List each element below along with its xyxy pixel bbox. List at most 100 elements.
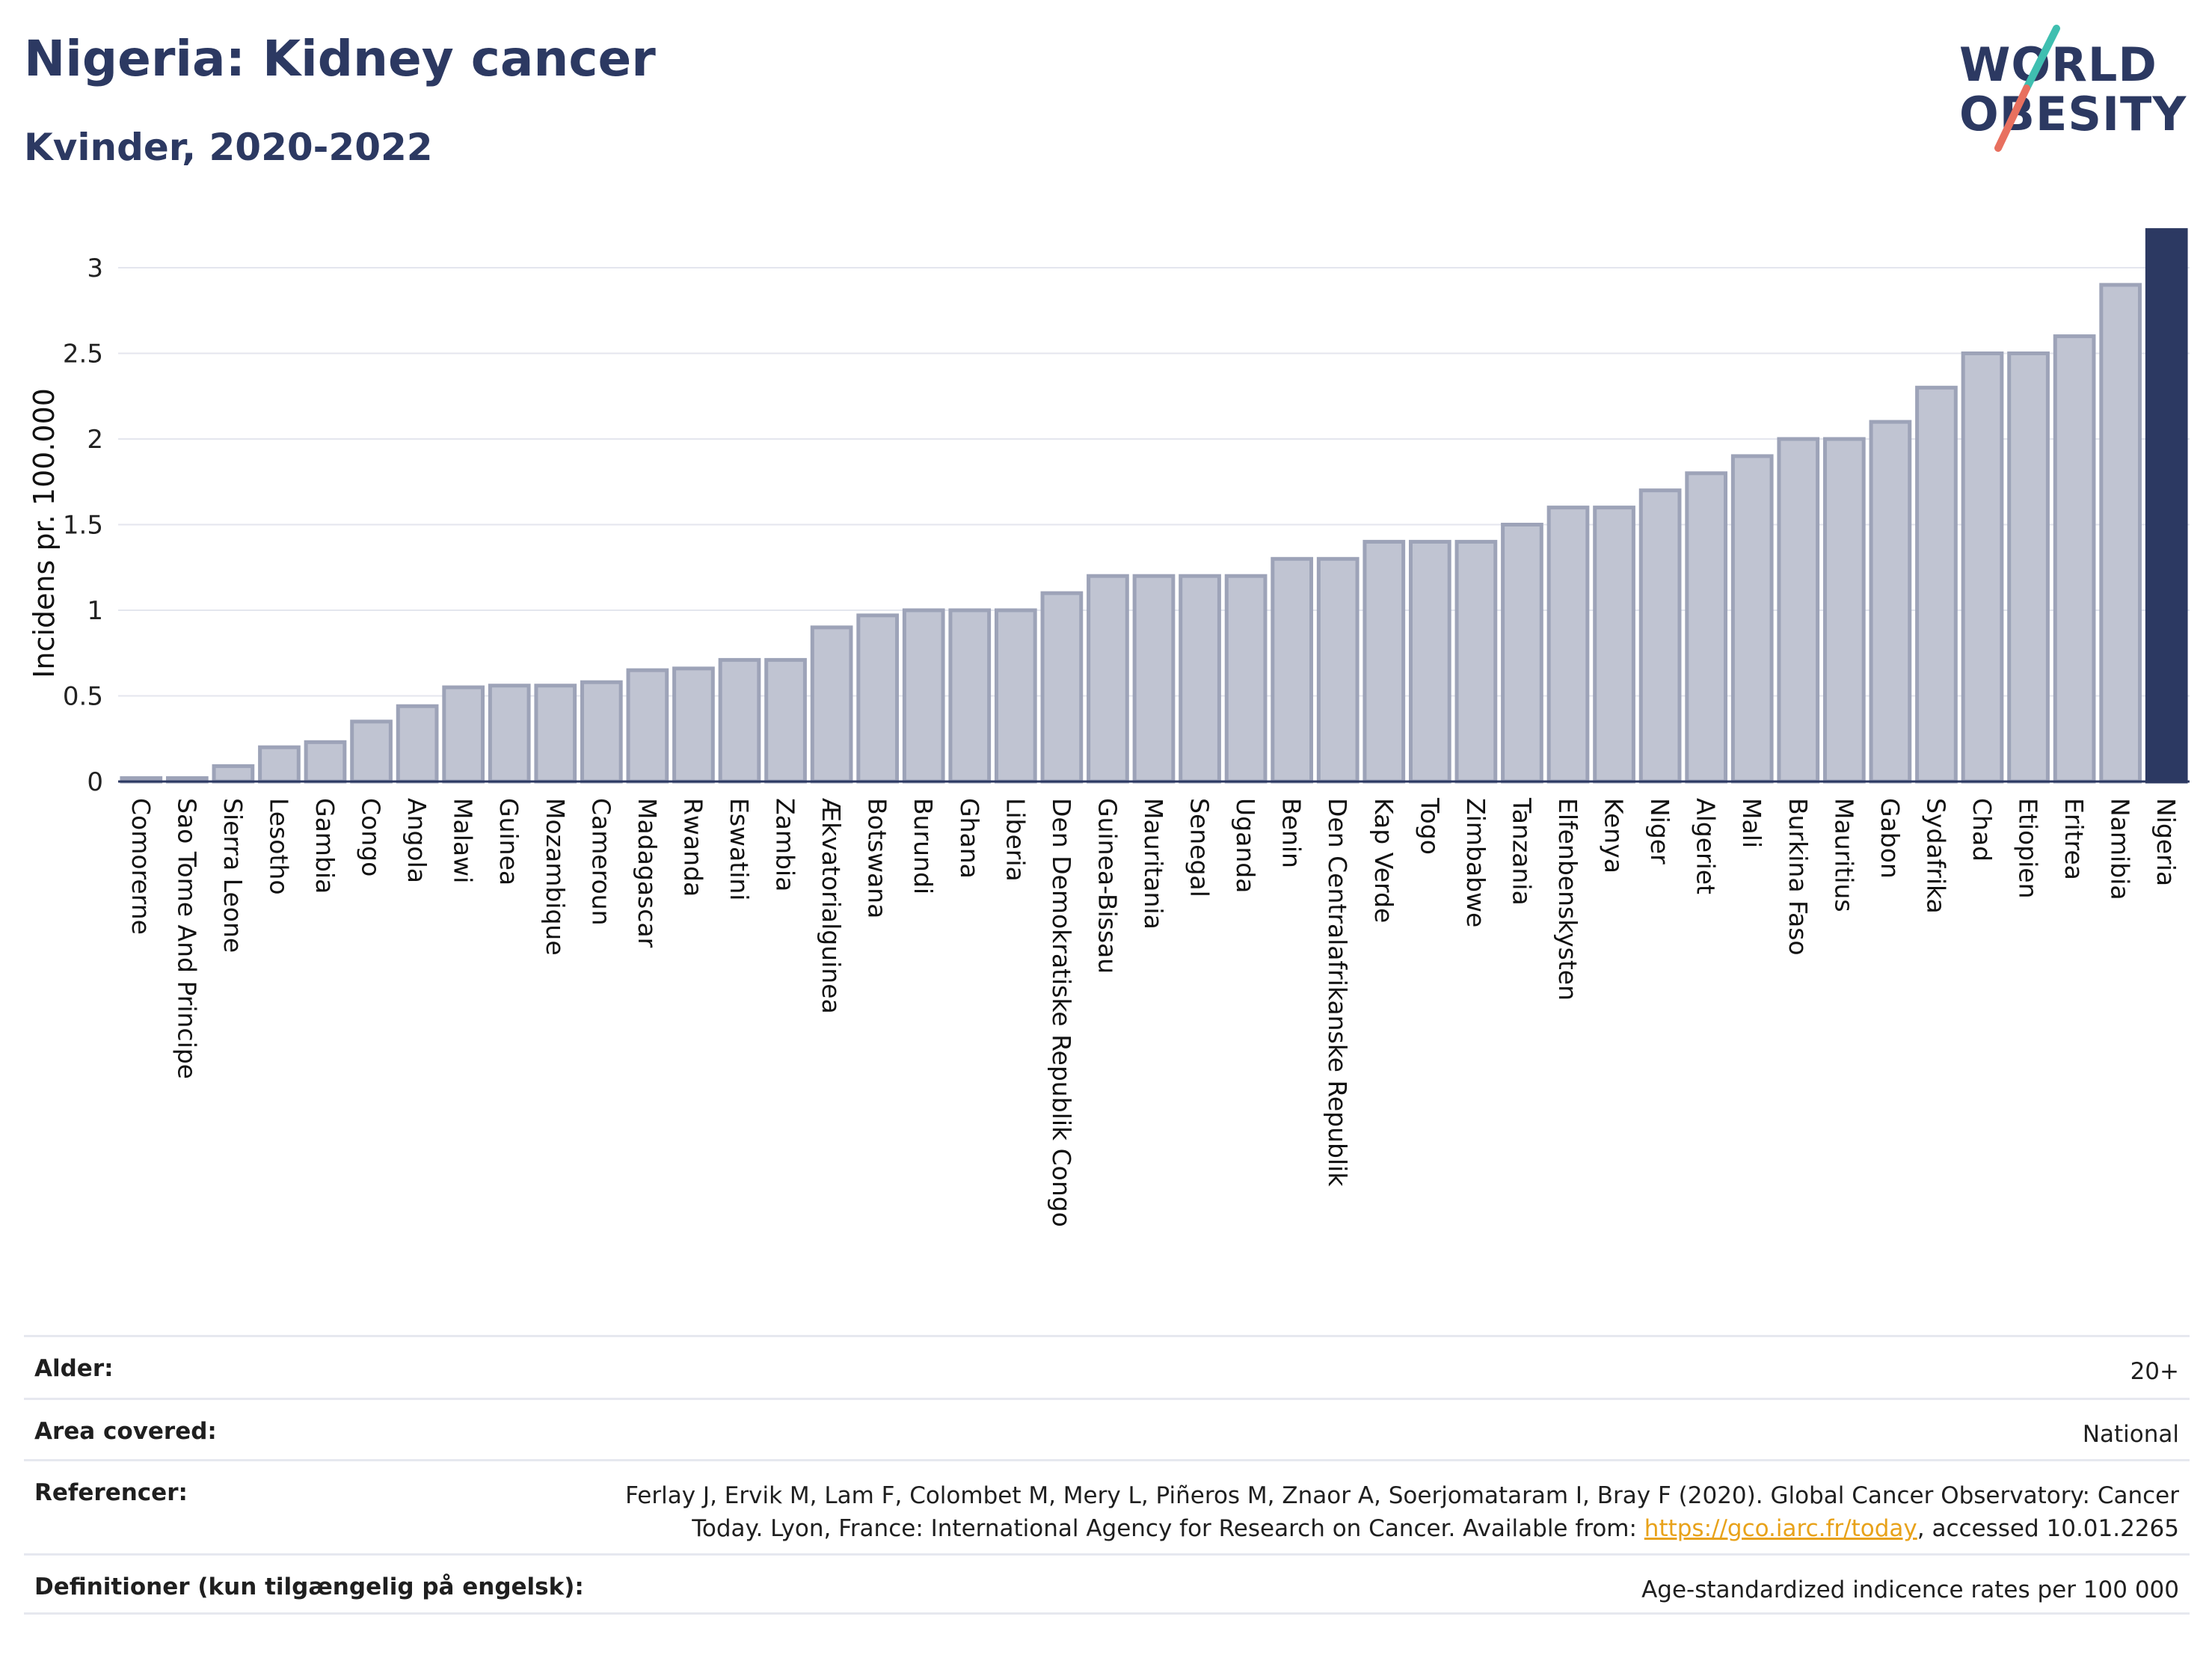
x-tick-label: Senegal: [1185, 798, 1214, 897]
x-tick-label: Gabon: [1875, 798, 1905, 879]
bar: [1501, 523, 1543, 784]
x-tick-label: Ækvatorialguinea: [817, 798, 846, 1014]
bar: [1685, 471, 1728, 784]
reference-line-1: Ferlay J, Ervik M, Lam F, Colombet M, Me…: [625, 1482, 2179, 1509]
meta-label-definitions: Definitioner (kun tilgængelig på engelsk…: [34, 1573, 584, 1600]
x-tick-label: Ghana: [955, 798, 984, 879]
x-tick-label: Eswatini: [725, 798, 754, 900]
meta-value-area: National: [2082, 1421, 2179, 1448]
x-tick-label: Mozambique: [541, 798, 570, 956]
x-tick-label: Benin: [1277, 798, 1306, 868]
bar: [948, 608, 992, 784]
x-tick-label: Elfenbenskysten: [1553, 798, 1582, 1001]
bar: [810, 625, 853, 784]
y-tick-label: 1.5: [63, 511, 103, 541]
x-tick-label: Eritrea: [2059, 798, 2089, 880]
x-tick-label: Chad: [1967, 798, 1997, 862]
x-tick-label: Mali: [1737, 798, 1766, 848]
bar: [1224, 574, 1268, 784]
bar: [1408, 539, 1451, 784]
x-tick-label: Malawi: [449, 798, 478, 883]
x-tick-label: Mauritius: [1829, 798, 1858, 912]
x-tick-label: Rwanda: [678, 798, 707, 897]
meta-row-age: Alder: 20+: [24, 1335, 2190, 1398]
x-tick-label: Congo: [357, 798, 386, 876]
x-tick-label: Burundi: [909, 798, 938, 894]
world-obesity-logo: WORLD OBESITY: [1944, 21, 2199, 163]
bar: [902, 608, 945, 784]
bar: [1316, 556, 1360, 784]
reference-line-2-end: , accessed 10.01.2265: [1917, 1515, 2179, 1542]
x-tick-label: Namibia: [2106, 798, 2135, 900]
y-tick-label: 2.5: [63, 340, 103, 369]
bar: [1040, 591, 1084, 784]
x-tick-label: Uganda: [1231, 798, 1260, 893]
logo-word-obesity: OBESITY: [1959, 87, 2187, 141]
x-tick-label: Den Demokratiske Republik Congo: [1047, 798, 1076, 1227]
x-tick-label: Nigeria: [2151, 798, 2181, 886]
y-tick-label: 0.5: [63, 682, 103, 712]
bar: [994, 608, 1037, 784]
y-axis-title: Incidens pr. 100.000: [28, 388, 61, 678]
bar: [2053, 334, 2096, 784]
x-tick-label: Algeriet: [1692, 798, 1721, 894]
x-tick-label: Burkina Faso: [1784, 798, 1813, 956]
x-tick-label: Sao Tome And Principe: [172, 798, 201, 1079]
bar: [718, 657, 761, 784]
x-tick-label: Guinea: [494, 798, 523, 885]
x-axis-labels: Comorerne Sao Tome And Principe Sierra Leo…: [126, 797, 2181, 1227]
meta-value-references: Ferlay J, Ervik M, Lam F, Colombet M, Me…: [625, 1479, 2179, 1545]
x-tick-label: Sydafrika: [1921, 798, 1950, 914]
meta-label-age: Alder:: [34, 1355, 114, 1382]
x-tick-label: Den Centralafrikanske Republik: [1323, 798, 1352, 1187]
bar: [1132, 574, 1176, 784]
y-tick-label: 1: [87, 596, 103, 626]
x-tick-label: Cameroun: [586, 798, 615, 926]
x-tick-label: Sierra Leone: [218, 798, 248, 953]
bar: [1961, 351, 2004, 784]
meta-label-references: Referencer:: [34, 1479, 188, 1506]
bar: [1777, 437, 1820, 784]
bar: [580, 680, 623, 784]
x-tick-label: Zimbabwe: [1461, 798, 1490, 927]
bar: [212, 764, 255, 784]
x-tick-label: Comorerne: [126, 798, 156, 935]
chart-subtitle: Kvinder, 2020-2022: [24, 126, 433, 169]
y-tick-label: 2: [87, 425, 103, 455]
bar: [1271, 556, 1314, 784]
meta-label-area: Area covered:: [34, 1418, 217, 1445]
y-tick-label: 3: [87, 254, 103, 283]
reference-line-2-start: Today. Lyon, France: International Agenc…: [692, 1515, 1644, 1542]
bar: [672, 666, 715, 784]
bar: [2099, 283, 2142, 784]
metadata-table: Alder: 20+ Area covered: National Refere…: [24, 1335, 2190, 1615]
bar: [1638, 488, 1682, 784]
bar: [856, 613, 900, 784]
bar: [1454, 539, 1498, 784]
x-tick-label: Angola: [402, 798, 431, 883]
meta-value-age: 20+: [2130, 1358, 2179, 1385]
bar: [258, 745, 301, 784]
x-tick-label: Tanzania: [1507, 797, 1536, 906]
y-tick-label: 0: [87, 767, 103, 797]
x-tick-label: Togo: [1415, 797, 1444, 855]
bar: [1179, 574, 1221, 784]
x-tick-label: Zambia: [771, 798, 800, 891]
x-tick-label: Lesotho: [264, 798, 293, 895]
bar: [626, 668, 669, 784]
bar-chart: 0 0.5 1 1.5 2 2.5 3 Comorerne Sao Tome And Prin…: [28, 228, 2190, 1227]
y-axis-ticks: 0 0.5 1 1.5 2 2.5 3: [63, 254, 103, 797]
bar: [2145, 228, 2188, 784]
bar: [442, 685, 485, 784]
meta-row-area: Area covered: National: [24, 1398, 2190, 1459]
bar: [534, 684, 577, 784]
meta-row-definitions: Definitioner (kun tilgængelig på engelsk…: [24, 1553, 2190, 1615]
x-tick-label: Liberia: [1001, 798, 1030, 882]
bar: [304, 740, 347, 784]
x-tick-label: Madagascar: [633, 798, 662, 948]
reference-link[interactable]: https://gco.iarc.fr/today: [1644, 1515, 1917, 1542]
bar: [350, 719, 393, 784]
bar: [488, 684, 531, 784]
bar: [1915, 385, 1958, 784]
bar: [1869, 420, 1912, 784]
